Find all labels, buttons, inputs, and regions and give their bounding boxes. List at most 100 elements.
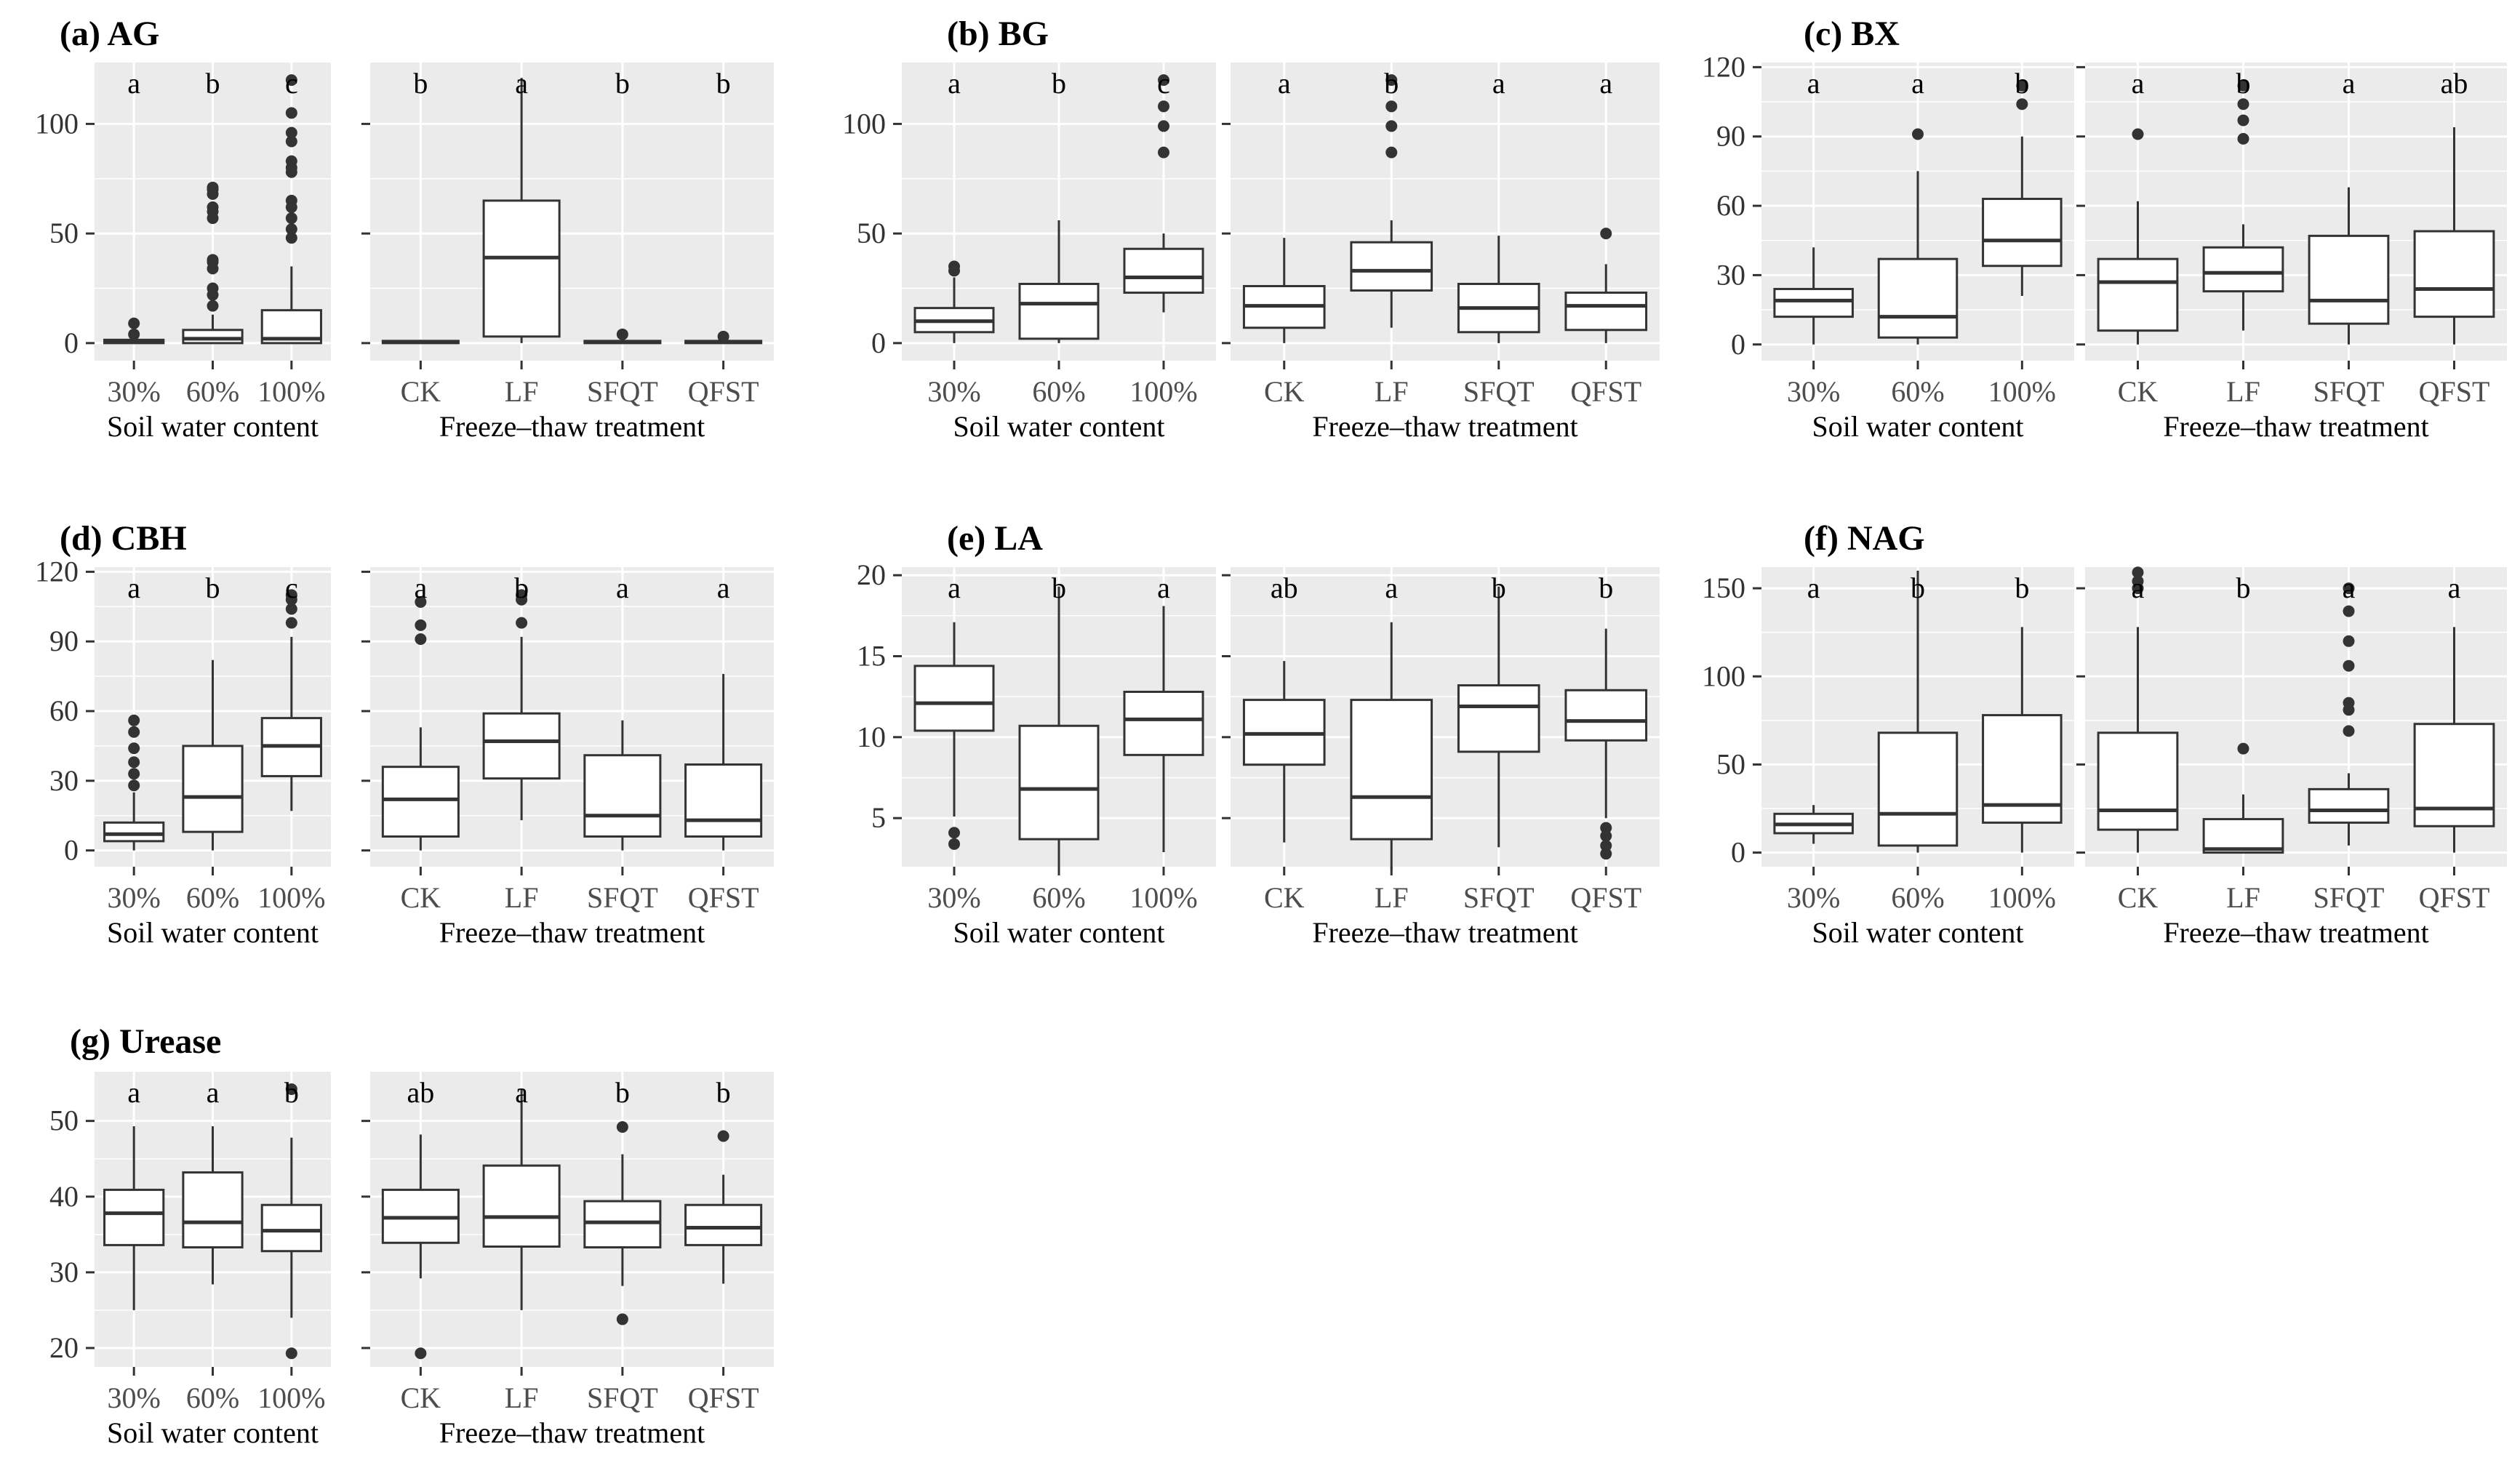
outlier-point (128, 756, 140, 769)
x-tick-label: LF (2226, 881, 2260, 914)
box-60%: b (1877, 570, 1959, 853)
box-QFST: b (684, 1076, 763, 1284)
significance-letter: b (2236, 67, 2251, 100)
y-tick-label: 50 (49, 1104, 79, 1137)
outlier-point (2237, 98, 2249, 111)
chart-bg: (b) BG 0 50 100 a 30% b 60% c 100%Soil water cont… (842, 15, 1660, 443)
outlier-point (285, 232, 297, 244)
box-CK: ab (381, 1076, 460, 1360)
box (2202, 246, 2284, 293)
outlier-point (128, 726, 140, 738)
outlier-point (1385, 100, 1398, 113)
box-30%: a (913, 67, 995, 343)
y-tick-label: 100 (1702, 659, 1745, 692)
box-30%: a (103, 67, 165, 345)
box-CK: ab (1242, 571, 1326, 843)
y-tick-label: 5 (871, 801, 886, 834)
y-tick-label: 120 (35, 555, 79, 587)
box-LF: b (1350, 67, 1433, 328)
subpanel-water: a 30% b 60% c 100%Soil water content (95, 567, 331, 949)
x-tick-label: LF (2226, 375, 2260, 408)
outlier-point (285, 589, 297, 601)
box-60%: b (182, 571, 244, 851)
outlier-point (1385, 74, 1398, 87)
outlier-point (2016, 79, 2028, 92)
significance-letter: b (1492, 571, 1506, 604)
x-tick-label: CK (401, 1381, 441, 1414)
box-LF: b (482, 571, 561, 821)
box-QFST: a (1564, 67, 1648, 343)
x-axis-label: Soil water content (107, 410, 319, 443)
outlier-point (2343, 659, 2355, 672)
outlier-point (207, 300, 219, 312)
significance-letter: a (2448, 571, 2461, 604)
box-100%: c (1123, 67, 1204, 313)
chart-title: (f) NAG (1804, 519, 1925, 558)
significance-letter: ab (2441, 67, 2468, 100)
outlier-point (285, 617, 297, 629)
significance-letter: b (1911, 571, 1925, 604)
significance-letter: b (206, 571, 220, 604)
x-tick-label: 100% (1129, 881, 1197, 914)
x-tick-label: LF (1375, 881, 1409, 914)
significance-letter: ab (407, 1076, 434, 1109)
chart-urease: (g) Urease 20 30 40 50 a 30% a 60% b 100%Soil wate… (49, 1022, 774, 1449)
outlier-point (2237, 114, 2249, 127)
outlier-point (415, 633, 427, 646)
box-60%: a (1877, 67, 1959, 345)
box-60%: a (182, 1076, 244, 1285)
y-tick-label: 100 (35, 107, 79, 140)
chart-title: (a) AG (60, 15, 159, 53)
outlier-point (516, 589, 528, 601)
box (1564, 292, 1648, 332)
box (583, 754, 662, 838)
box-LF: a (482, 67, 561, 343)
box (1350, 241, 1433, 292)
box-SFQT: a (1457, 67, 1540, 343)
outlier-point (207, 254, 219, 266)
y-tick-label: 50 (49, 217, 79, 249)
chart-nag: (f) NAG 0 50 100 150 a 30% b 60% b 100%Soil water … (1702, 519, 2507, 949)
significance-letter: b (206, 67, 220, 100)
box (1457, 684, 1540, 753)
box (103, 1188, 165, 1246)
x-tick-label: 60% (1891, 375, 1944, 408)
box (482, 712, 561, 780)
box-CK: a (1242, 67, 1326, 343)
x-tick-label: CK (1264, 881, 1305, 914)
x-tick-label: SFQT (1463, 881, 1535, 914)
y-tick-label: 60 (49, 694, 79, 727)
box (182, 329, 244, 345)
significance-letter: b (514, 571, 529, 604)
x-tick-label: 60% (186, 1381, 239, 1414)
y-tick-label: 50 (1716, 747, 1745, 780)
significance-letter: a (1599, 67, 1612, 100)
chart-title: (b) BG (947, 15, 1049, 53)
outlier-point (948, 260, 960, 273)
box-QFST: b (684, 67, 763, 345)
x-tick-label: 60% (1032, 375, 1085, 408)
outlier-point (616, 328, 628, 340)
outlier-point (128, 768, 140, 780)
x-axis-label: Freeze–thaw treatment (1312, 916, 1577, 949)
outlier-point (285, 194, 297, 206)
box (583, 1200, 662, 1249)
outlier-point (128, 714, 140, 726)
outlier-point (2343, 582, 2355, 595)
box (2202, 818, 2284, 854)
subpanel-water: a 30% a 60% b 100%Soil water content (1761, 63, 2074, 443)
significance-letter: c (1157, 67, 1170, 100)
significance-letter: a (127, 67, 140, 100)
x-tick-label: QFST (1570, 881, 1641, 914)
x-tick-label: 100% (257, 1381, 325, 1414)
y-tick-label: 90 (1716, 120, 1745, 153)
y-tick-label: 50 (857, 217, 886, 249)
box (1564, 689, 1648, 742)
significance-letter: a (127, 571, 140, 604)
outlier-point (2343, 697, 2355, 709)
box (2097, 257, 2179, 332)
box (1350, 699, 1433, 841)
x-axis-label: Freeze–thaw treatment (439, 1416, 705, 1449)
significance-letter: a (948, 67, 961, 100)
